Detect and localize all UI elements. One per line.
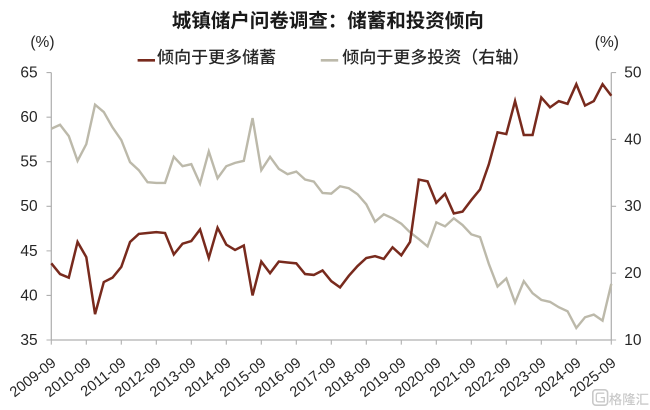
svg-text:45: 45 — [20, 243, 37, 260]
svg-text:55: 55 — [20, 154, 37, 171]
svg-text:(%): (%) — [30, 34, 54, 51]
svg-text:35: 35 — [20, 332, 37, 349]
svg-text:40: 40 — [20, 287, 38, 304]
svg-text:50: 50 — [624, 65, 642, 82]
svg-text:60: 60 — [20, 109, 38, 126]
svg-text:30: 30 — [624, 198, 642, 215]
svg-text:50: 50 — [20, 198, 38, 215]
svg-text:10: 10 — [624, 332, 642, 349]
svg-text:20: 20 — [624, 265, 642, 282]
svg-text:40: 40 — [624, 131, 642, 148]
svg-text:(%): (%) — [595, 34, 619, 51]
svg-text:65: 65 — [20, 65, 37, 82]
